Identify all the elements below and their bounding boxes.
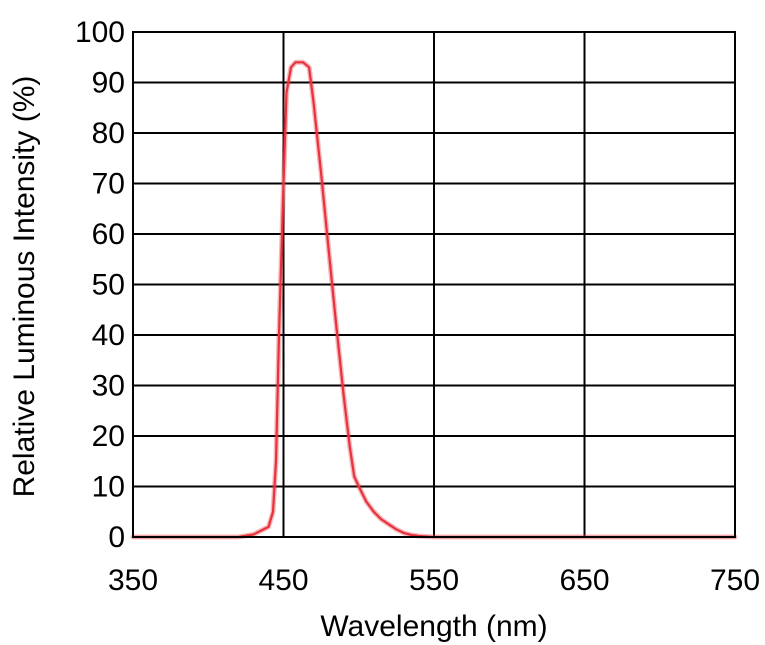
x-tick-labels: 350 450 550 650 750 bbox=[108, 564, 760, 597]
x-tick-label: 350 bbox=[108, 564, 158, 597]
y-tick-label: 80 bbox=[92, 117, 125, 150]
y-tick-label: 100 bbox=[75, 16, 125, 49]
plot-frame bbox=[132, 31, 736, 538]
x-tick-label: 650 bbox=[559, 564, 609, 597]
y-tick-label: 70 bbox=[92, 168, 125, 201]
y-tick-labels: 0 10 20 30 40 50 60 70 80 90 100 bbox=[75, 16, 125, 554]
y-tick-label: 90 bbox=[92, 67, 125, 100]
x-tick-label: 550 bbox=[409, 564, 459, 597]
y-tick-label: 10 bbox=[92, 471, 125, 504]
x-tick-label: 750 bbox=[710, 564, 760, 597]
y-tick-label: 50 bbox=[92, 269, 125, 302]
plot-border bbox=[132, 31, 736, 538]
y-axis-title: Relative Luminous Intensity (%) bbox=[8, 76, 41, 498]
y-tick-label: 40 bbox=[92, 319, 125, 352]
x-axis-title: Wavelength (nm) bbox=[320, 610, 547, 643]
grid bbox=[132, 31, 736, 538]
y-tick-label: 30 bbox=[92, 370, 125, 403]
x-tick-label: 450 bbox=[258, 564, 308, 597]
y-tick-label: 0 bbox=[108, 521, 125, 554]
y-tick-label: 20 bbox=[92, 420, 125, 453]
y-tick-label: 60 bbox=[92, 218, 125, 251]
